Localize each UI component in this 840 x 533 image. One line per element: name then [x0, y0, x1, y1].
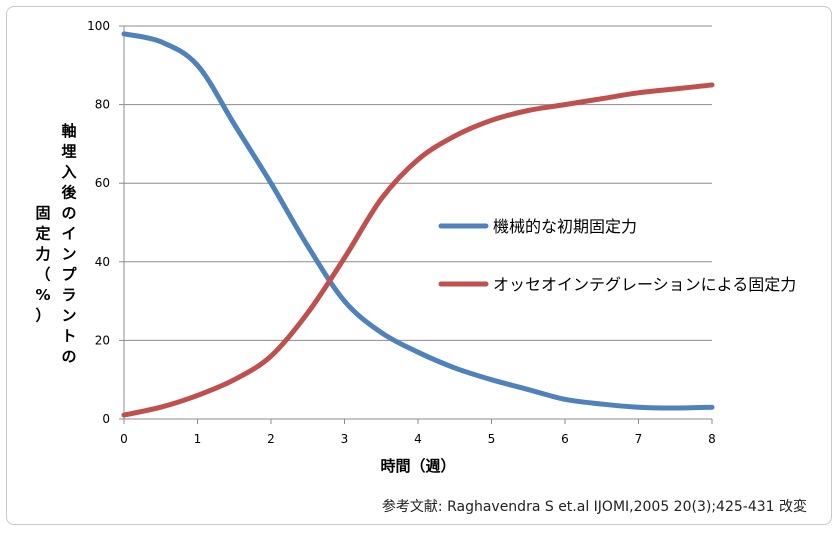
y-label-char: ン [61, 245, 76, 263]
y-label-char: の [61, 348, 76, 366]
series-line-1 [121, 82, 715, 418]
y-label-char: プ [61, 266, 77, 284]
x-tick-label: 0 [120, 432, 128, 446]
legend-label-0: 機械的な初期固定力 [493, 217, 637, 236]
chart-frame [6, 6, 832, 525]
x-axis-label: 時間（週） [380, 457, 455, 475]
x-tick-label: 7 [635, 432, 643, 446]
y-label-char: ン [61, 307, 76, 325]
y-label-char: （ [35, 266, 50, 284]
series-lines [121, 31, 715, 418]
y-label-char: 軸 [61, 122, 76, 140]
x-tick-label: 1 [194, 432, 202, 446]
y-axis-ticks: 0 20 40 60 80 100 [87, 19, 124, 426]
reference-note: 参考文献: Raghavendra S et.al IJOMI,2005 20(… [382, 498, 807, 515]
y-label-char: 後 [60, 184, 77, 202]
x-tick-label: 3 [341, 432, 349, 446]
y-label-char: 埋 [61, 143, 76, 161]
y-tick-label: 40 [95, 255, 110, 269]
x-tick-label: 2 [267, 432, 275, 446]
legend-label-1: オッセオインテグレーションによる固定力 [493, 275, 796, 294]
y-label-char: ト [61, 327, 76, 345]
y-label-char: 固 [35, 204, 50, 222]
y-label-char: % [35, 286, 50, 304]
series-line-0 [121, 31, 715, 411]
y-label-char: の [61, 204, 76, 222]
y-tick-label: 60 [95, 176, 110, 190]
y-label-char: イ [61, 225, 76, 243]
y-label-char: ラ [61, 286, 76, 304]
y-label-char: 定 [35, 225, 50, 243]
y-label-char: 入 [61, 163, 76, 181]
y-label-char: 力 [35, 245, 50, 263]
y-tick-label: 0 [102, 412, 110, 426]
x-tick-label: 5 [488, 432, 496, 446]
y-tick-label: 80 [95, 98, 110, 112]
y-tick-label: 20 [95, 333, 110, 347]
x-axis-ticks: 0 1 2 3 4 5 6 7 8 [120, 419, 716, 446]
x-tick-label: 4 [414, 432, 422, 446]
x-tick-label: 6 [561, 432, 569, 446]
y-label-char: ） [35, 307, 50, 325]
x-tick-label: 8 [708, 432, 716, 446]
y-tick-label: 100 [87, 19, 110, 33]
